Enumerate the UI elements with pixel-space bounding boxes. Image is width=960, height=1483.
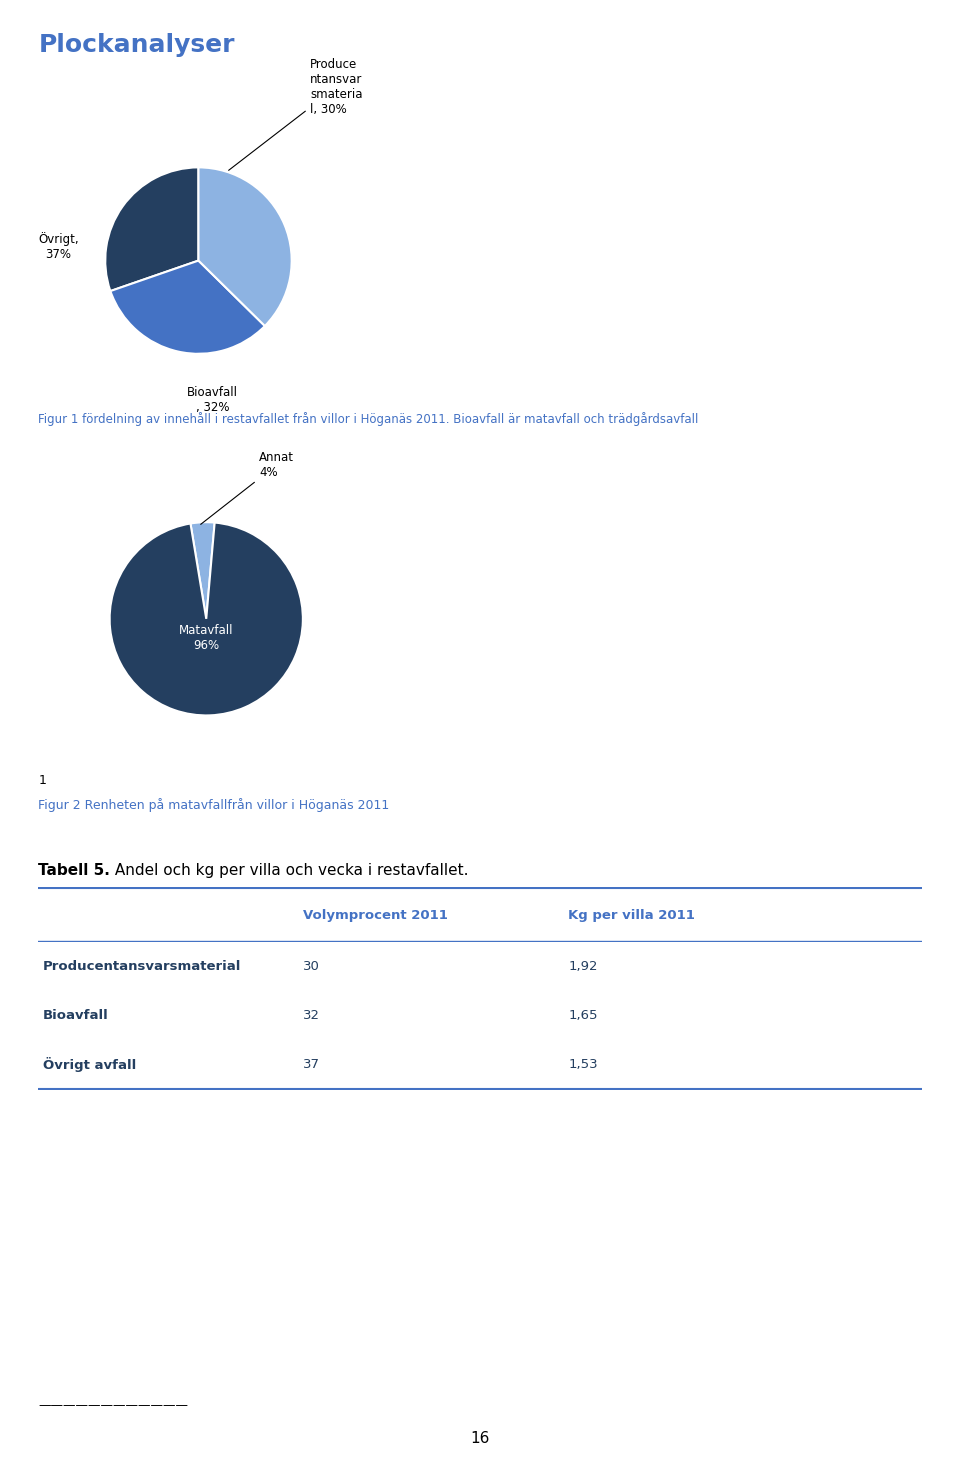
- Text: Produce
ntansvar
smateria
l, 30%: Produce ntansvar smateria l, 30%: [228, 58, 363, 171]
- Text: 16: 16: [470, 1431, 490, 1446]
- Text: Volymprocent 2011: Volymprocent 2011: [303, 909, 448, 921]
- Text: 1,65: 1,65: [568, 1008, 598, 1022]
- Text: ————————————: ————————————: [38, 1398, 188, 1412]
- Wedge shape: [109, 522, 302, 715]
- Text: Matavfall
96%: Matavfall 96%: [179, 624, 233, 653]
- Text: 30: 30: [303, 960, 321, 973]
- Wedge shape: [190, 522, 215, 618]
- Text: Övrigt avfall: Övrigt avfall: [43, 1056, 136, 1072]
- Text: Producentansvarsmaterial: Producentansvarsmaterial: [43, 960, 242, 973]
- Text: 37: 37: [303, 1057, 321, 1071]
- Text: 32: 32: [303, 1008, 321, 1022]
- Text: Tabell 5.: Tabell 5.: [38, 863, 110, 878]
- Text: Bioavfall: Bioavfall: [43, 1008, 108, 1022]
- Wedge shape: [110, 261, 265, 354]
- Text: 1: 1: [38, 774, 46, 787]
- Text: Annat
4%: Annat 4%: [201, 451, 295, 525]
- Wedge shape: [106, 168, 199, 291]
- Text: Övrigt,
37%: Övrigt, 37%: [38, 233, 79, 261]
- Text: Plockanalyser: Plockanalyser: [38, 33, 235, 56]
- Text: Kg per villa 2011: Kg per villa 2011: [568, 909, 695, 921]
- Text: Bioavfall
, 32%: Bioavfall , 32%: [187, 387, 238, 414]
- Wedge shape: [199, 168, 292, 326]
- Text: Figur 2 Renheten på matavfallfrån villor i Höganäs 2011: Figur 2 Renheten på matavfallfrån villor…: [38, 798, 390, 811]
- Text: Figur 1 fördelning av innehåll i restavfallet från villor i Höganäs 2011. Bioavf: Figur 1 fördelning av innehåll i restavf…: [38, 412, 699, 426]
- Text: Andel och kg per villa och vecka i restavfallet.: Andel och kg per villa och vecka i resta…: [110, 863, 468, 878]
- Text: 1,92: 1,92: [568, 960, 598, 973]
- Text: 1,53: 1,53: [568, 1057, 598, 1071]
